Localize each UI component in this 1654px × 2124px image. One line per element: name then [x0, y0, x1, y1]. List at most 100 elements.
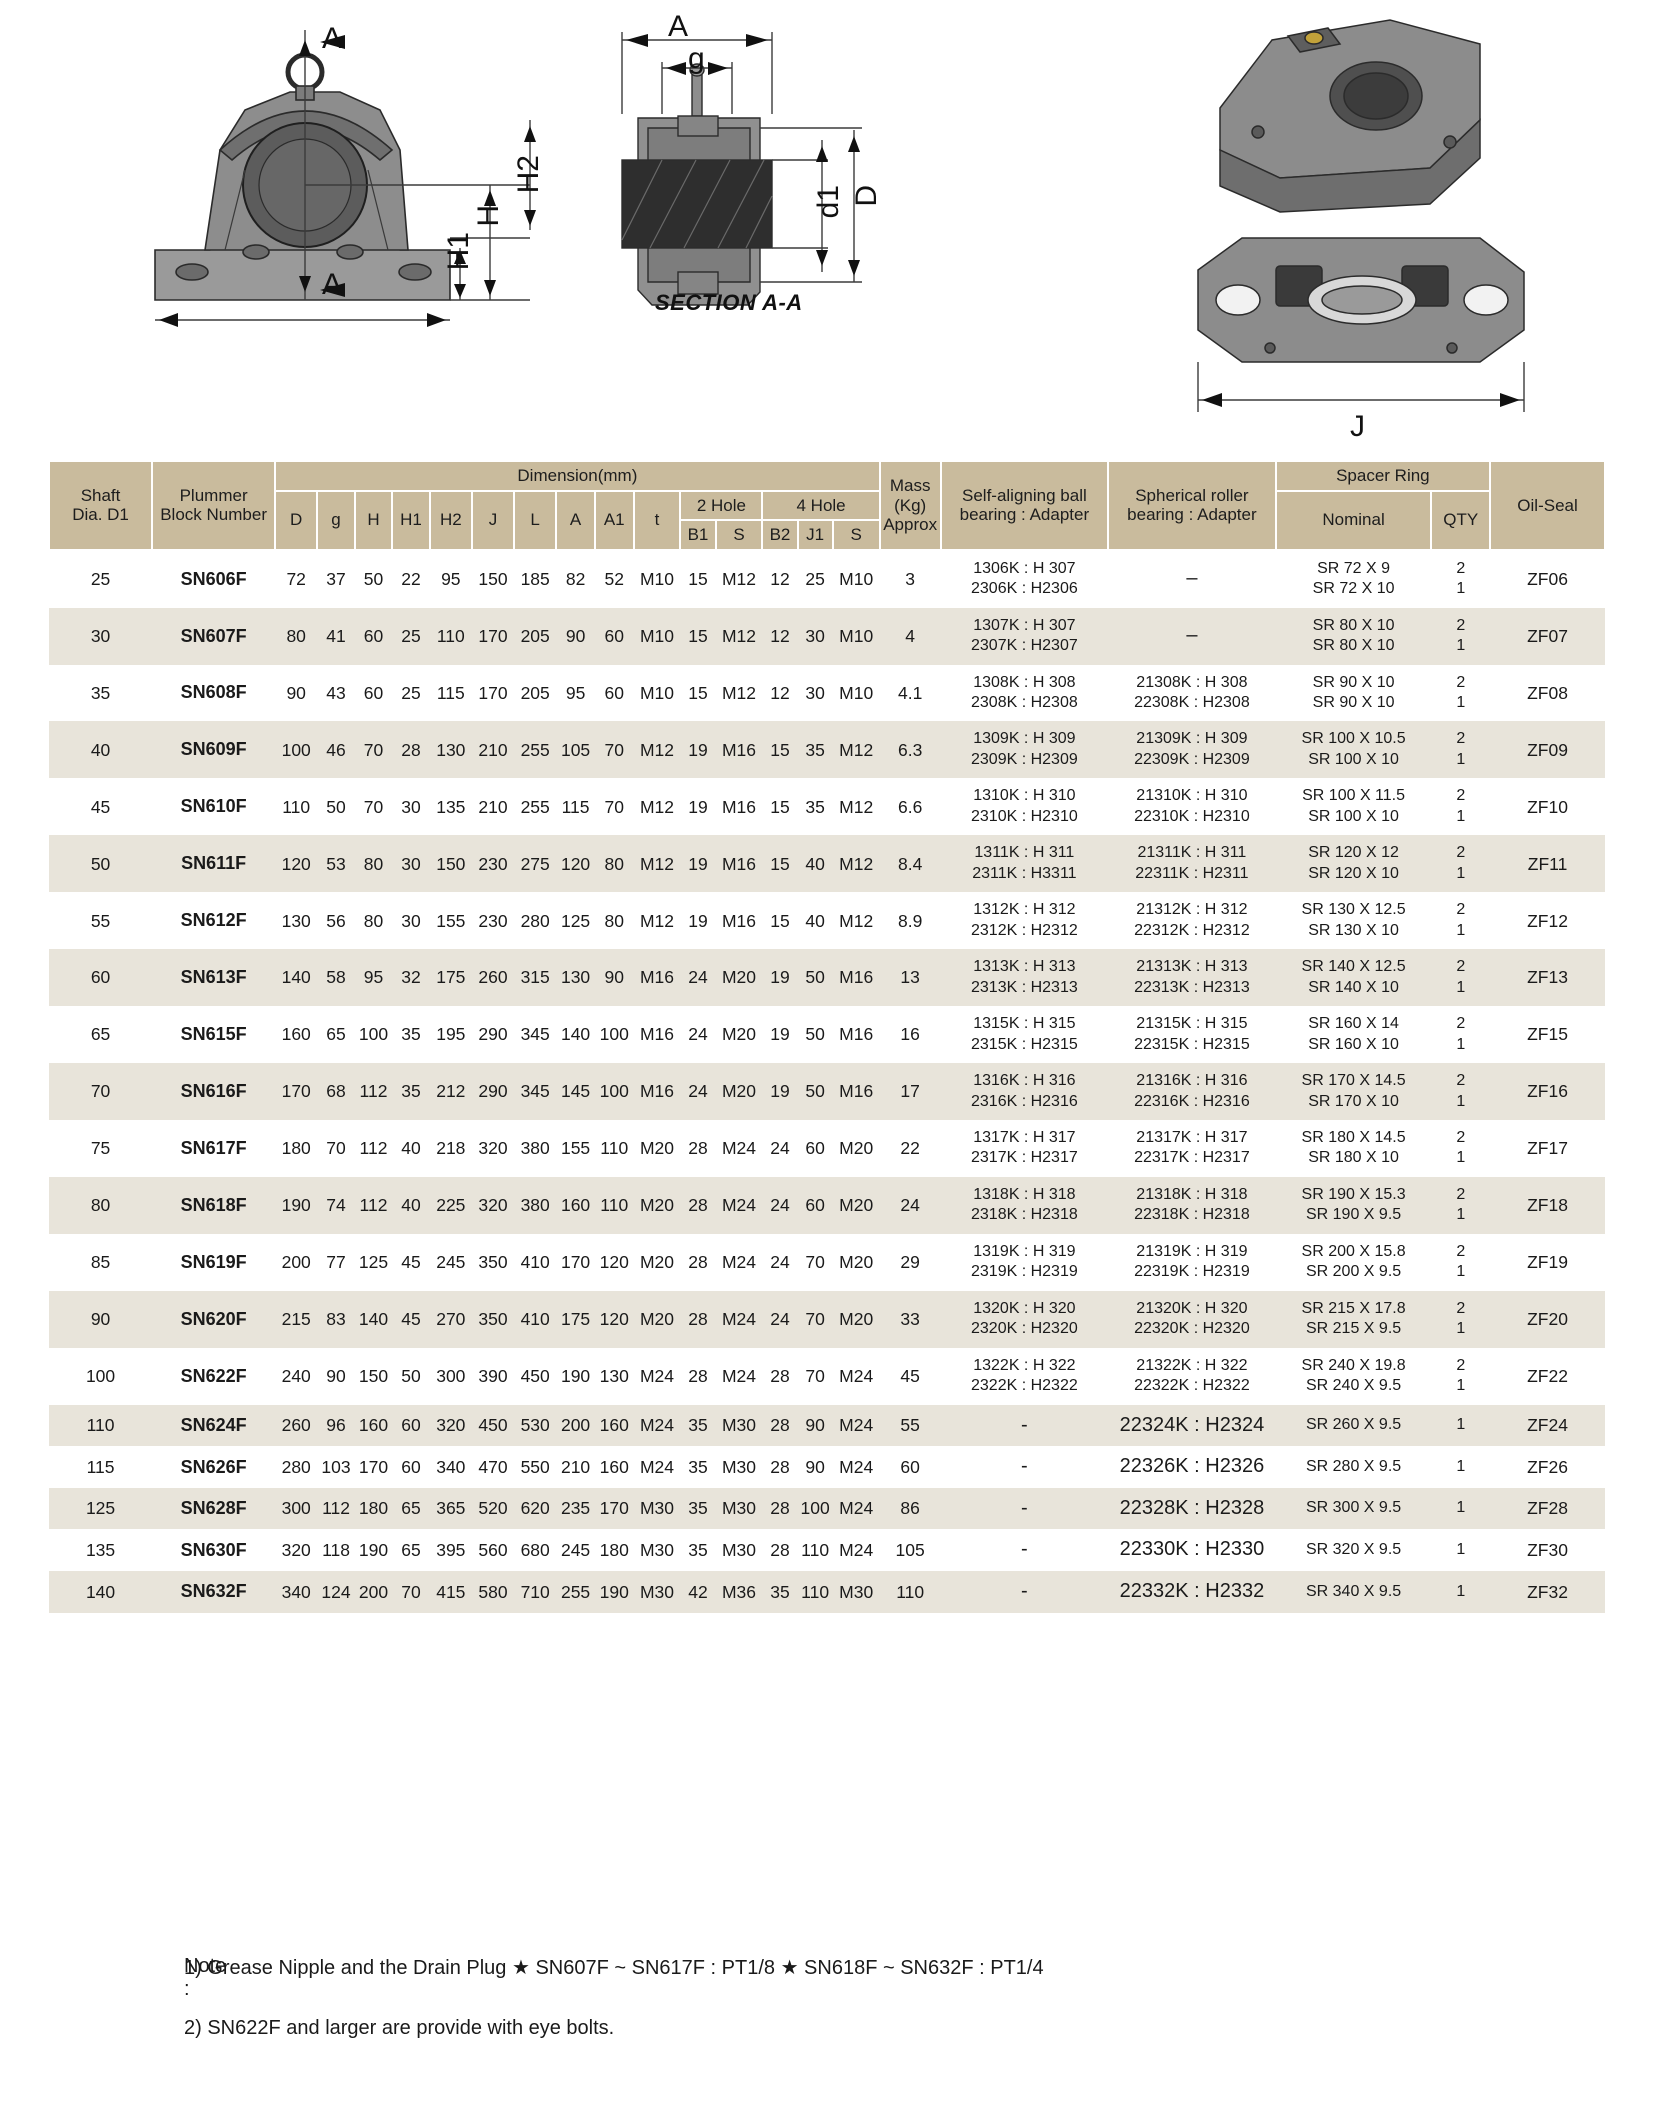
cell-j1: 50: [797, 1063, 833, 1121]
cell-g: 77: [326, 1252, 346, 1273]
cell-s: M36: [715, 1571, 763, 1613]
cell-oil-seal: ZF10: [1527, 796, 1568, 817]
cell-l: 710: [514, 1571, 557, 1613]
cell-h1: 30: [392, 835, 430, 893]
dim-label-a-bottom: A: [322, 268, 343, 301]
cell-h2: 195: [436, 1024, 466, 1045]
cell-h1: 40: [392, 1176, 430, 1234]
cell-spacer-ring-nominal: SR 260 X 9.5: [1275, 1404, 1432, 1447]
cell-h: 70: [363, 796, 384, 817]
cell-h2: 150: [429, 835, 472, 893]
cell-j: 210: [478, 796, 508, 817]
cell-b1: 28: [688, 1252, 708, 1273]
cell-b2: 15: [762, 721, 798, 779]
cell-self-aligning-ball-bearing: -: [1021, 1455, 1028, 1478]
table-row: 80 SN618F 190 74 112 40 225 320 380 160 110 M20 28 M2…: [49, 1176, 1605, 1234]
cell-a1: 120: [599, 1252, 629, 1273]
cell-g: 46: [317, 721, 355, 779]
cell-spherical-roller-bearing: 21310K : H 310 22310K : H2310: [1134, 787, 1250, 825]
cell-mass: 4.1: [897, 682, 923, 703]
cell-s: M30: [721, 1540, 757, 1561]
cell-self-aligning-ball-bearing: 1307K : H 307 2307K : H2307: [940, 607, 1109, 665]
cell-s: M24: [721, 1366, 757, 1387]
cell-j1: 40: [805, 910, 825, 931]
section-caption: SECTION A-A: [655, 290, 803, 315]
cell-self-aligning-ball-bearing: 1322K : H 322 2322K : H2322: [971, 1356, 1078, 1395]
th-oil-seal: Oil-Seal: [1489, 460, 1606, 551]
cell-spacer-ring-qty: 1: [1431, 1571, 1491, 1613]
cell-j1: 30: [797, 607, 833, 665]
cell-t: M30: [633, 1571, 681, 1613]
cell-plummer-block-number: SN619F: [180, 1251, 247, 1272]
cell-j1: 100: [797, 1487, 833, 1530]
cell-j: 230: [471, 835, 515, 893]
cell-plummer-block-number: SN610F: [180, 796, 247, 817]
cell-l: 380: [520, 1138, 550, 1159]
cell-h1: 35: [392, 1063, 430, 1121]
cell-l: 530: [514, 1404, 557, 1447]
cell-s: M30: [721, 1456, 757, 1477]
th-2-hole-group: 2 Hole: [679, 489, 764, 522]
cell-h: 60: [363, 682, 384, 703]
cell-h: 95: [354, 949, 393, 1007]
th-shaft-dia: Shaft Dia. D1: [47, 460, 154, 551]
cell-a: 105: [556, 721, 595, 779]
cell-h1: 35: [401, 1024, 421, 1045]
cell-d: 280: [281, 1456, 311, 1477]
cell-s: M12: [721, 682, 757, 703]
cell-s2: M24: [839, 1366, 874, 1387]
cell-s2: M24: [832, 1404, 880, 1447]
cell-d: 240: [281, 1366, 311, 1387]
cell-j: 170: [471, 607, 515, 665]
cell-mass: 6.6: [897, 796, 923, 817]
th-g: g: [316, 489, 356, 551]
notes-section: Note : 1) Grease Nipple and the Drain Pl…: [0, 1955, 1654, 2056]
cell-h1: 40: [401, 1138, 421, 1159]
cell-h2: 225: [429, 1176, 472, 1234]
cell-b2: 28: [770, 1540, 790, 1561]
th-J1: J1: [796, 519, 834, 551]
cell-t: M16: [633, 949, 681, 1007]
cell-h2: 155: [436, 910, 466, 931]
cell-mass: 16: [900, 1024, 920, 1045]
cell-l: 185: [520, 568, 550, 589]
table-row: 70 SN616F 170 68 112 35 212 290 345 145 100 M16 24 M2…: [49, 1063, 1605, 1121]
dim-label-d1: d1: [812, 185, 845, 219]
cell-h2: 245: [436, 1252, 466, 1273]
cell-b1: 19: [680, 835, 716, 893]
table-row: 50 SN611F 120 53 80 30 150 230 275 120 80 M12 19 M16 1…: [49, 835, 1605, 893]
cell-plummer-block-number: SN617F: [180, 1137, 247, 1158]
table-row: 25 SN606F 72 37 50 22 95 150 185 82 52 M10 15 M12 12 25…: [49, 550, 1605, 608]
th-sab-line2: bearing : Adapter: [959, 505, 1090, 525]
cell-l: 680: [520, 1540, 550, 1561]
cell-a: 130: [556, 949, 595, 1007]
cell-h: 80: [354, 835, 393, 893]
cell-s2: M12: [839, 796, 874, 817]
specification-sheet: Shaft Dia. D1 Plummer Block Number Dimen…: [0, 460, 1654, 1613]
cell-l: 280: [520, 910, 550, 931]
cell-s2: M10: [839, 568, 874, 589]
cell-plummer-block-number: SN615F: [180, 1024, 247, 1045]
cell-h1: 32: [392, 949, 430, 1007]
cell-b1: 28: [688, 1366, 708, 1387]
cell-h1: 28: [392, 721, 430, 779]
cell-spherical-roller-bearing: 21312K : H 312 22312K : H2312: [1134, 901, 1250, 939]
cell-a1: 130: [599, 1366, 629, 1387]
th-sab-line1: Self-aligning ball: [962, 485, 1087, 505]
cell-spherical-roller-bearing: 21315K : H 315 22315K : H2315: [1134, 1015, 1250, 1053]
cell-h1: 70: [392, 1571, 430, 1613]
cell-self-aligning-ball-bearing: -: [940, 1571, 1109, 1613]
cell-b2: 24: [770, 1252, 790, 1273]
cell-j: 390: [478, 1366, 508, 1387]
cell-self-aligning-ball-bearing: 1309K : H 309 2309K : H2309: [940, 721, 1109, 779]
cell-oil-seal: ZF15: [1527, 1024, 1568, 1045]
th-B1: B1: [679, 519, 717, 551]
cell-a: 82: [565, 568, 586, 589]
cell-spacer-ring-qty: 1: [1456, 1457, 1466, 1475]
cell-h: 80: [363, 910, 384, 931]
cell-h1: 25: [401, 682, 421, 703]
cell-shaft-dia: 65: [90, 1024, 111, 1045]
cell-a: 140: [560, 1024, 591, 1045]
